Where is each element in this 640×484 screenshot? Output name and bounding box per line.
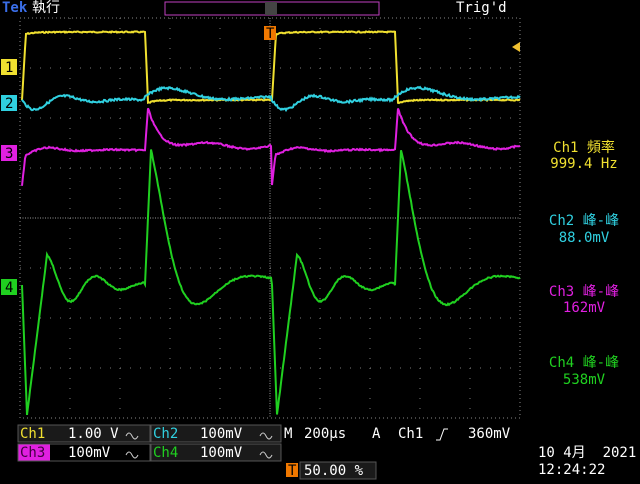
- ch2-label: Ch2: [153, 426, 178, 442]
- trigger-label: A: [372, 426, 381, 442]
- ch4-setting-box: [150, 443, 282, 462]
- measurement-value: 162mV: [563, 300, 606, 316]
- trigger-position: 50.00 %: [304, 463, 364, 479]
- measurement-value: 999.4 Hz: [550, 156, 617, 172]
- ch4-marker: [1, 279, 17, 295]
- bw-icon: [125, 451, 139, 459]
- trigger-position-icon: [286, 463, 298, 477]
- trigger-level: 360mV: [468, 426, 511, 442]
- trigger-marker-label: T: [266, 26, 275, 42]
- ch2-setting-box: [150, 424, 282, 443]
- ch3-scale: 100mV: [68, 445, 111, 461]
- bw-icon: [125, 432, 139, 440]
- measurement-value: 88.0mV: [559, 230, 610, 246]
- ch2-marker-label: 2: [5, 96, 13, 112]
- ch4-marker-label: 4: [5, 280, 13, 296]
- measurement-label: Ch4 峰-峰: [549, 355, 619, 371]
- ch3-marker: [1, 145, 17, 161]
- measurement-label: Ch2 峰-峰: [549, 213, 619, 229]
- date: 10 4月 2021: [538, 445, 636, 461]
- ch1-setting-box: [17, 424, 151, 443]
- run-status: 執行: [32, 0, 60, 16]
- ch2-marker: [1, 95, 17, 111]
- ch4-label: Ch4: [153, 445, 178, 461]
- ch1-marker-label: 1: [5, 60, 13, 76]
- brand: Tek: [2, 0, 28, 16]
- trigger-marker: [264, 26, 276, 40]
- ch1-marker: [1, 59, 17, 75]
- trigger-position-icon-label: T: [288, 463, 297, 479]
- measurement-label: Ch3 峰-峰: [549, 284, 619, 300]
- ch1-label: Ch1: [20, 426, 45, 442]
- trigger-state: Trig'd: [456, 0, 507, 16]
- waveform-trace: [21, 85, 521, 113]
- bandwidth-icons: [125, 432, 273, 459]
- waveform-trace: [21, 149, 521, 416]
- measurement-value: 538mV: [563, 372, 606, 388]
- trigger-level-marker: [512, 42, 520, 52]
- bw-icon: [259, 451, 273, 459]
- timebase-value: 200µs: [304, 426, 346, 442]
- measurement-label: Ch1 頻率: [553, 139, 615, 156]
- time: 12:24:22: [538, 462, 605, 478]
- waveforms: [21, 30, 521, 416]
- trigger-position-box: [299, 461, 377, 480]
- ch4-scale: 100mV: [200, 445, 243, 461]
- ch3-marker-label: 3: [5, 146, 13, 162]
- ch1-scale: 1.00 V: [68, 426, 119, 442]
- record-window: [265, 2, 277, 15]
- ch3-label-box: [18, 444, 50, 461]
- ch3-setting-box: [17, 443, 151, 462]
- ch2-scale: 100mV: [200, 426, 243, 442]
- timebase-label: M: [284, 426, 292, 442]
- graticule: [19, 17, 521, 419]
- trigger-source: Ch1: [398, 426, 423, 442]
- trigger-slope-icon: [436, 428, 448, 441]
- waveform-trace: [21, 107, 521, 186]
- bw-icon: [259, 432, 273, 440]
- ch3-label: Ch3: [20, 445, 45, 461]
